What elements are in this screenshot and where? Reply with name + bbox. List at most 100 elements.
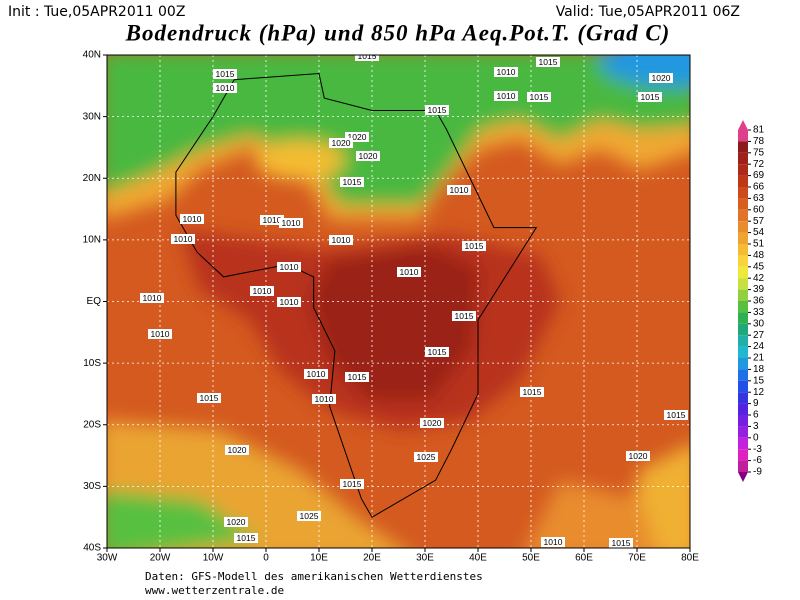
colorbar-swatch — [738, 130, 748, 142]
colorbar-label: 63 — [753, 193, 765, 204]
isobar-label: 1010 — [174, 234, 193, 244]
isobar-label-box — [447, 185, 471, 195]
colorbar-label: -9 — [753, 467, 762, 478]
colorbar-label: 81 — [753, 125, 765, 136]
isobar-label-box — [536, 57, 560, 67]
isobar-label: 1015 — [216, 69, 235, 79]
isobar-label-box — [494, 67, 518, 77]
colorbar-swatch — [738, 187, 748, 199]
isobar-label-box — [260, 215, 284, 225]
colorbar-label: 0 — [753, 432, 759, 443]
colorbar-cap — [738, 472, 748, 482]
colorbar-swatch — [738, 198, 748, 210]
isobar-label-box — [462, 241, 486, 251]
isobar-label-box — [355, 55, 379, 61]
isobar-label-box — [224, 517, 248, 527]
isobar-label: 1010 — [216, 83, 235, 93]
colorbar-label: 9 — [753, 398, 759, 409]
colorbar-label: 27 — [753, 330, 765, 341]
colorbar-label: 12 — [753, 387, 765, 398]
isobar-label: 1010 — [332, 235, 351, 245]
isobar-label: 1015 — [200, 393, 219, 403]
colorbar-label: 42 — [753, 273, 765, 284]
isobar-label-box — [197, 393, 221, 403]
isobar-label-box — [279, 218, 303, 228]
isobar-label-box — [527, 92, 551, 102]
isobar-label: 1015 — [523, 387, 542, 397]
isobar-label: 1010 — [143, 293, 162, 303]
map-field: 1015 1010 1015 1010 1015 1010 1015 1020 1015 1015… — [107, 55, 690, 548]
isobar-label-box — [304, 369, 328, 379]
colorbar-swatch — [738, 323, 748, 336]
isobar-label-box — [329, 235, 353, 245]
colorbar-swatch — [738, 289, 748, 301]
colorbar-swatch — [738, 266, 748, 279]
lon-label: 20W — [150, 553, 171, 564]
lat-label: 10S — [83, 358, 101, 369]
isobar-label: 1010 — [497, 91, 516, 101]
map-title: Bodendruck (hPa) und 850 hPa Aeq.Pot.T. … — [125, 20, 671, 45]
lon-label: 0 — [263, 553, 269, 564]
colorbar-label: 18 — [753, 364, 765, 375]
isobar-label: 1025 — [300, 511, 319, 521]
colorbar-label: 66 — [753, 182, 765, 193]
isobar-label: 1015 — [539, 57, 558, 67]
lon-label: 50E — [522, 553, 540, 564]
colorbar-label: -3 — [753, 444, 762, 455]
isobar-label: 1010 — [183, 214, 202, 224]
colorbar-swatch — [738, 141, 748, 153]
colorbar-cap — [738, 120, 748, 130]
lon-label: 30W — [97, 553, 118, 564]
lat-label: 30N — [83, 111, 101, 122]
isobar-label-box — [297, 511, 321, 521]
lat-label: 10N — [83, 235, 101, 246]
isobar-label-box — [541, 537, 565, 547]
colorbar-label: 21 — [753, 353, 765, 364]
colorbar-swatch — [738, 232, 748, 244]
isobar-label: 1015 — [612, 538, 631, 548]
colorbar-label: 33 — [753, 307, 765, 318]
isobar-label: 1020 — [348, 132, 367, 142]
colorbar-label: 3 — [753, 421, 759, 432]
colorbar-label: 78 — [753, 136, 765, 147]
colorbar-swatch — [738, 460, 748, 472]
isobar-label-box — [213, 69, 237, 79]
isobar-label-box — [609, 538, 633, 548]
isobar-label-box — [494, 91, 518, 101]
lat-label: 30S — [83, 481, 101, 492]
isobar-label-box — [520, 387, 544, 397]
colorbar-swatch — [738, 312, 748, 324]
isobar-label-box — [340, 479, 364, 489]
isobar-label-box — [277, 297, 301, 307]
isobar-label-box — [452, 311, 476, 321]
isobar-label-box — [397, 267, 421, 277]
colorbar-swatch — [738, 221, 748, 233]
colorbar-label: 72 — [753, 159, 765, 170]
lat-label: 40N — [83, 50, 101, 61]
isobar-label: 1020 — [423, 418, 442, 428]
lat-label: 20S — [83, 419, 101, 430]
field-shading — [107, 55, 690, 548]
isobar-label-box — [425, 105, 449, 115]
isobar-label: 1015 — [237, 533, 256, 543]
colorbar-label: 30 — [753, 318, 765, 329]
lat-label: EQ — [87, 296, 102, 307]
lat-label: 40S — [83, 543, 101, 554]
lat-label: 20N — [83, 173, 101, 184]
colorbar-label: 60 — [753, 204, 765, 215]
isobar-label-box — [250, 286, 274, 296]
colorbar-label: 48 — [753, 250, 765, 261]
isobar-label-box — [329, 138, 353, 148]
valid-time: Valid: Tue,05APR2011 06Z — [556, 4, 740, 20]
isobar-label: 1015 — [348, 372, 367, 382]
isobar-label-box — [277, 262, 301, 272]
lon-label: 70E — [628, 553, 646, 564]
colorbar-swatch — [738, 369, 748, 381]
colorbar-label: -6 — [753, 455, 762, 466]
isobar-label: 1010 — [497, 67, 516, 77]
isobar-label: 1020 — [227, 517, 246, 527]
colorbar-swatch — [738, 152, 748, 165]
colorbar-swatch — [738, 209, 748, 222]
isobar-label-box — [664, 410, 688, 420]
